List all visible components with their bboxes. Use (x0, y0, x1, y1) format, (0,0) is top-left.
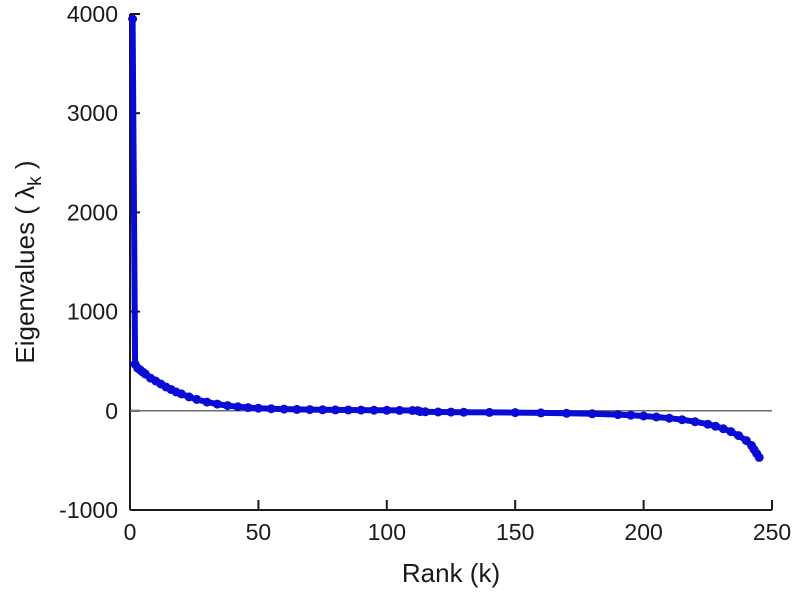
series-marker (292, 404, 302, 414)
series-marker (279, 404, 289, 414)
series-marker (734, 431, 744, 441)
series-marker (266, 404, 276, 414)
x-tick-label: 200 (624, 519, 662, 545)
series-marker (626, 410, 636, 420)
x-tick-label: 150 (496, 519, 534, 545)
series-marker (382, 405, 392, 415)
y-tick-label: 1000 (67, 299, 118, 325)
y-tick-label: 4000 (67, 1, 118, 27)
axis-ticks (129, 13, 773, 511)
series-marker (184, 392, 194, 402)
y-tick-label: 3000 (67, 100, 118, 126)
series-marker (192, 394, 202, 404)
series-marker (128, 14, 138, 24)
y-tick-label: -1000 (59, 497, 118, 523)
series-marker (233, 402, 243, 412)
axis-label-group: Rank (k) Eigenvalues ( λk ) (10, 160, 500, 588)
series-marker (587, 409, 597, 419)
series-marker (305, 405, 315, 415)
series-marker (639, 411, 649, 421)
series-marker (459, 407, 469, 417)
data-series-eigenvalues (128, 14, 764, 462)
series-marker (562, 408, 572, 418)
series-marker (202, 397, 212, 407)
x-tick-label: 50 (246, 519, 272, 545)
series-marker (243, 403, 253, 413)
series-line (129, 16, 763, 461)
series-marker (253, 403, 263, 413)
series-marker (664, 413, 674, 423)
series-marker (356, 405, 366, 415)
series-marker (433, 407, 443, 417)
x-tick-label: 250 (753, 519, 791, 545)
series-marker (536, 408, 546, 418)
y-tick-label: 2000 (67, 199, 118, 225)
x-tick-label: 100 (368, 519, 406, 545)
x-axis-label: Rank (k) (402, 558, 500, 588)
series-marker (395, 405, 405, 415)
series-marker (677, 415, 687, 425)
series-marker (754, 452, 764, 462)
series-marker (718, 424, 728, 434)
series-marker (485, 407, 494, 417)
series-marker (690, 417, 700, 427)
series-marker (651, 412, 661, 422)
axes (129, 14, 772, 511)
series-marker (330, 405, 340, 415)
x-tick-label: 0 (124, 519, 137, 545)
series-marker (613, 410, 623, 420)
series-marker (318, 405, 328, 415)
y-tick-label: 0 (105, 398, 118, 424)
series-marker (510, 408, 520, 418)
series-marker (176, 389, 186, 399)
series-marker (446, 407, 456, 417)
series-marker (703, 419, 713, 429)
series-marker (711, 421, 720, 431)
series-marker (420, 407, 430, 417)
y-axis-label: Eigenvalues ( λk ) (10, 160, 46, 363)
series-marker (343, 405, 353, 415)
series-marker (223, 401, 233, 411)
series-marker (369, 405, 379, 415)
series-marker (212, 399, 222, 409)
series-marker (726, 427, 736, 437)
